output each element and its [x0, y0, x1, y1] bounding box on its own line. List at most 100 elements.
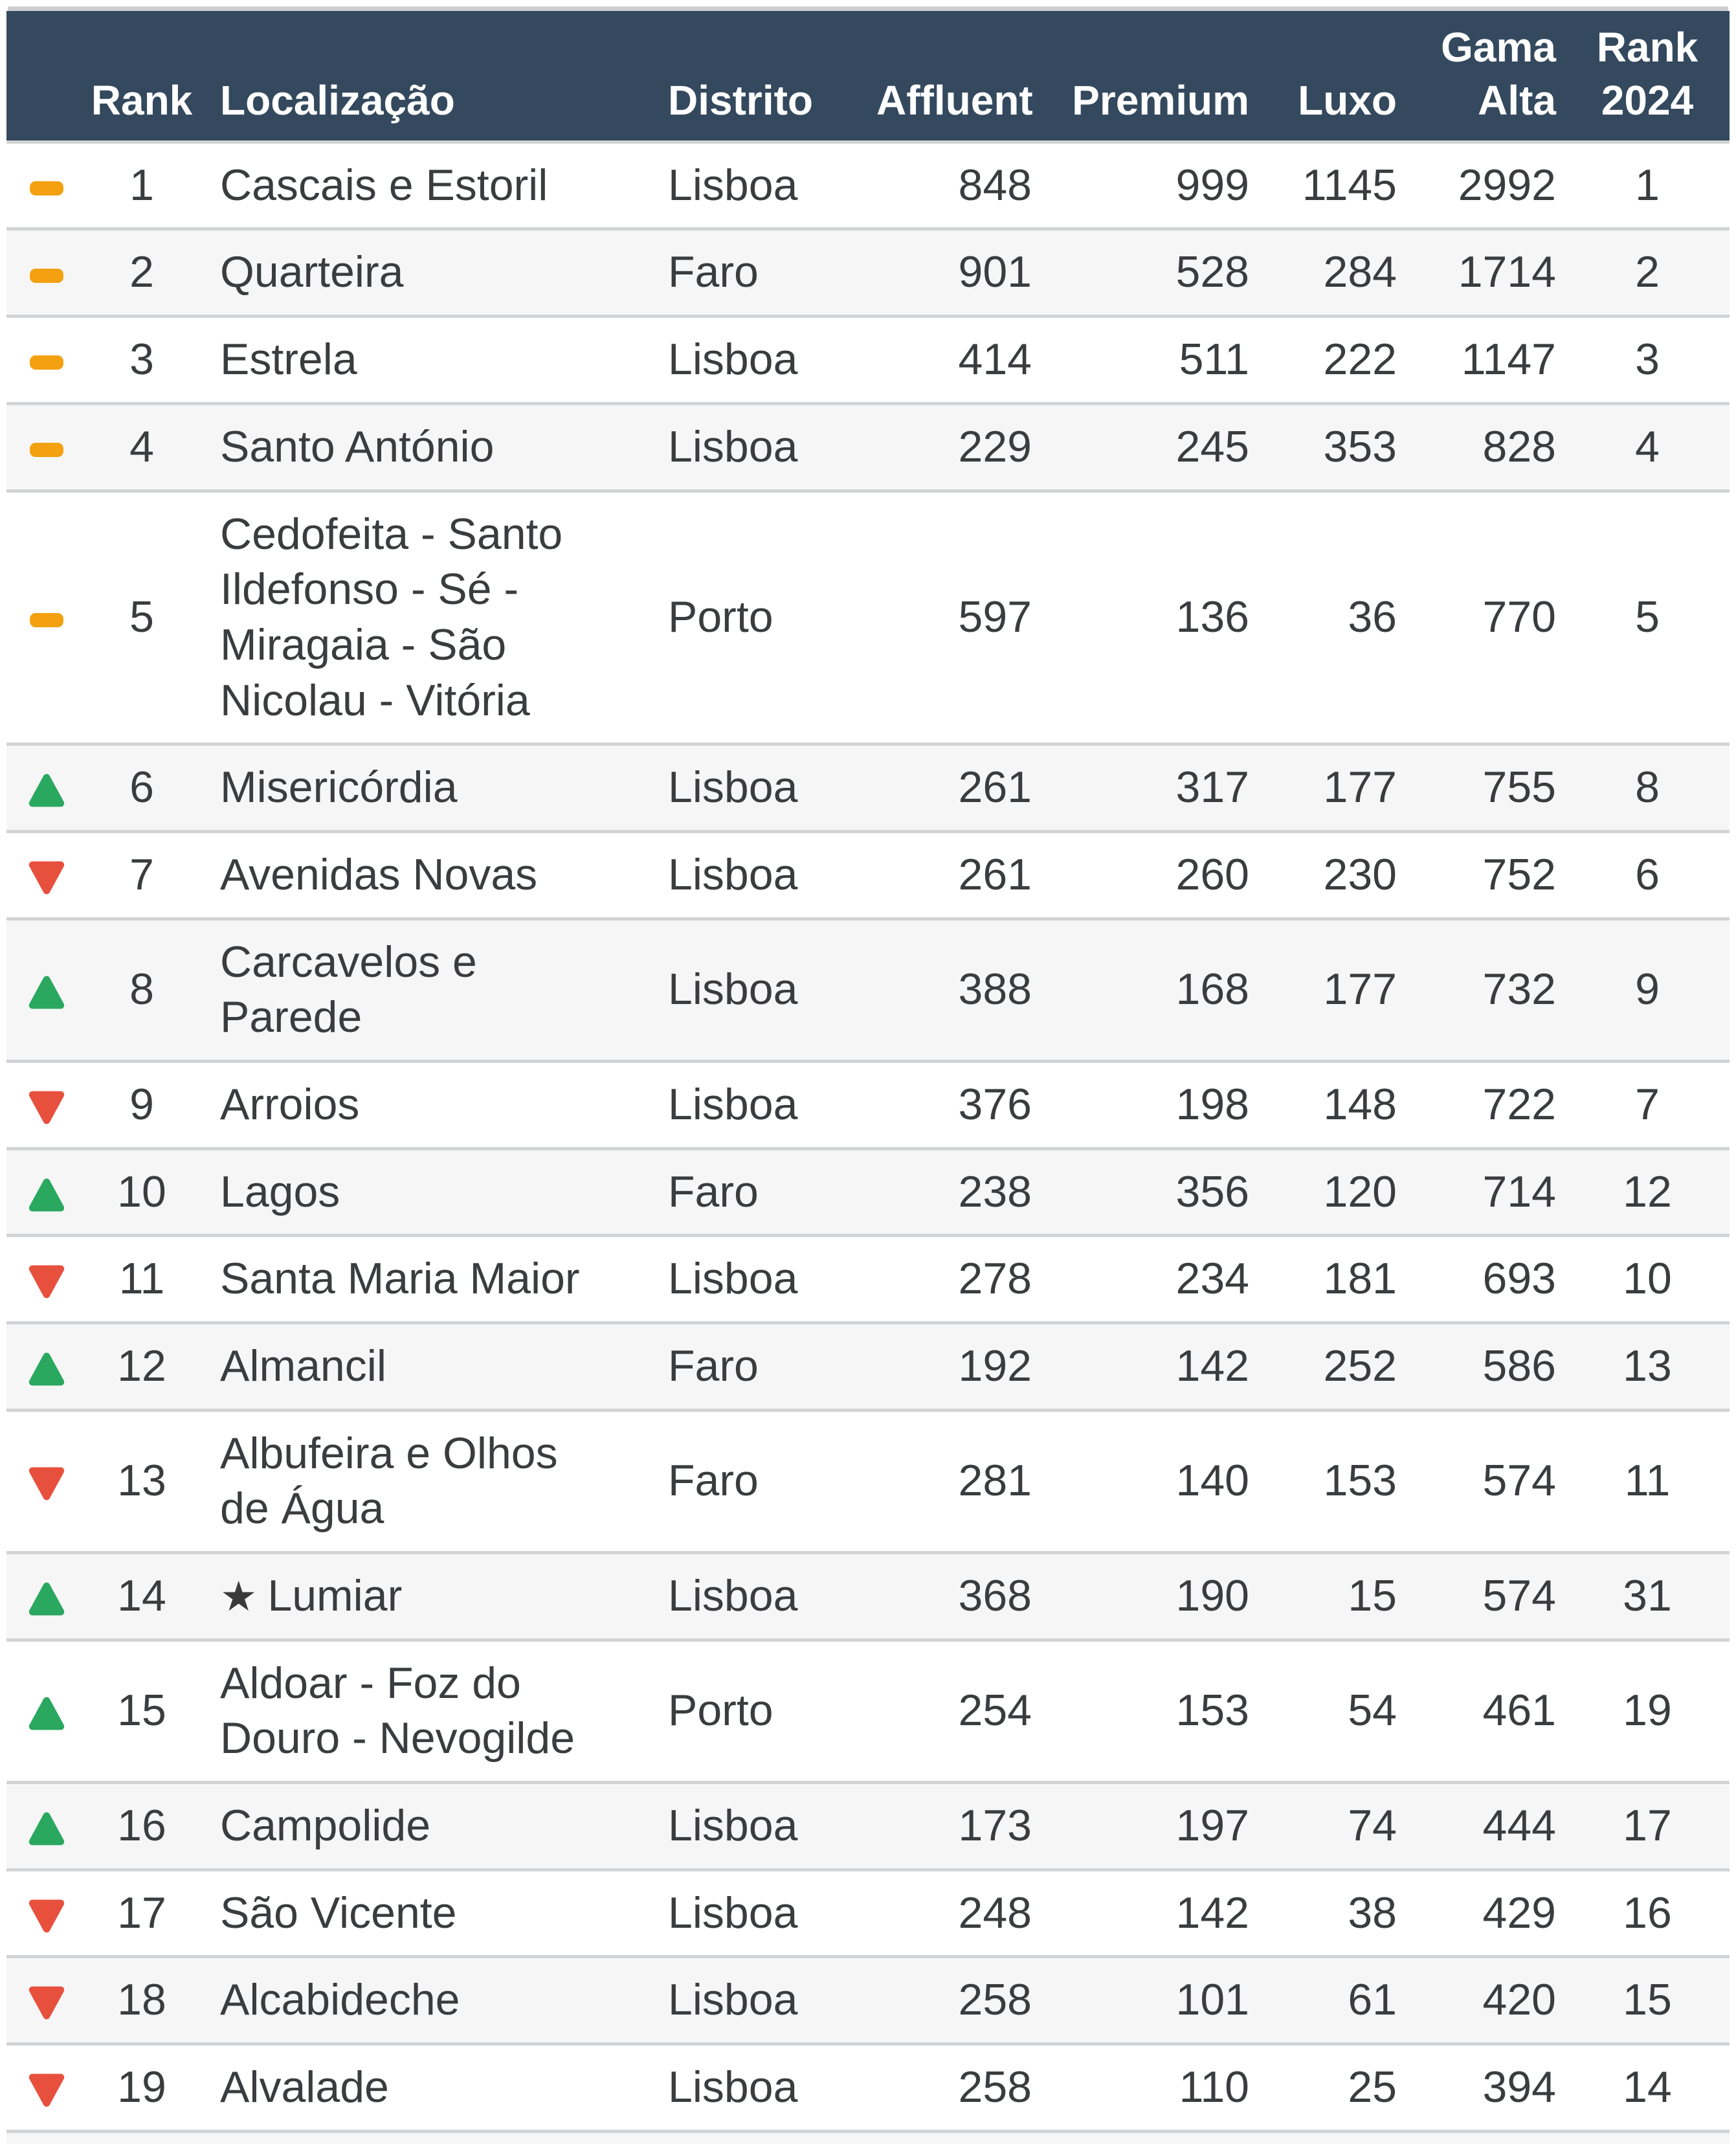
trend-cell [6, 1410, 87, 1552]
rank-2024-cell: 11 [1624, 1456, 1671, 1506]
distrito-cell: Lisboa [668, 160, 798, 210]
table-row: 6 Misericórdia Lisboa 261 317 177 755 8 [6, 744, 1730, 832]
localizacao-label: Alvalade [220, 2062, 389, 2112]
distrito-cell: Faro [668, 1341, 759, 1390]
luxo-cell: 36 [1348, 592, 1397, 642]
localizacao-label: Almancil [220, 1341, 386, 1390]
localizacao-label: Cedofeita - Santo Ildefonso - Sé - Mirag… [220, 509, 563, 725]
premium-cell: 999 [1175, 160, 1249, 210]
luxo-cell: 153 [1323, 1456, 1397, 1506]
rank-2024-cell: 19 [1623, 1686, 1672, 1736]
affluent-cell: 376 [958, 1079, 1032, 1129]
ranking-table: Rank Localização Distrito Affluent Premi… [6, 11, 1730, 2144]
rank-2024-cell: 10 [1623, 1254, 1672, 1304]
triangle-up-icon [28, 1582, 65, 1616]
rank-cell: 3 [129, 335, 154, 385]
distrito-cell: Lisboa [668, 1975, 798, 2025]
table-row: 10 Lagos Faro 238 356 120 714 12 [6, 1148, 1730, 1236]
rank-cell: 4 [129, 421, 154, 471]
distrito-cell: Lisboa [668, 849, 798, 899]
distrito-cell: Lisboa [668, 1800, 798, 1850]
dash-icon [30, 181, 63, 195]
header-affluent: Affluent [876, 11, 1037, 142]
rank-cell: 20 [87, 2131, 197, 2144]
localizacao-cell: Arroios [197, 1061, 650, 1148]
table-row: 13 Albufeira e Olhos de Água Faro 281 140 153… [6, 1410, 1730, 1553]
header-localizacao: Localização [197, 11, 650, 142]
trend-cell [6, 403, 87, 491]
top-spacer [0, 0, 1736, 6]
premium-cell: 528 [1175, 247, 1249, 297]
localizacao-cell: Santa Maria Maior [197, 1236, 650, 1323]
trend-cell [6, 229, 87, 317]
rank-cell: 12 [117, 1341, 166, 1390]
gama-alta-cell: 770 [1482, 592, 1556, 642]
localizacao-cell: Quarteira [197, 229, 650, 317]
distrito-cell: Lisboa [668, 2062, 798, 2112]
premium-cell: 234 [1175, 1254, 1249, 1304]
table-row: 17 São Vicente Lisboa 248 142 38 429 16 [6, 1870, 1730, 1957]
rank-2024-cell: 9 [1635, 965, 1660, 1014]
localizacao-cell: Albufeira e Olhos de Água [197, 1410, 650, 1552]
premium-cell: 110 [1179, 2062, 1249, 2112]
gama-alta-cell: 586 [1482, 1341, 1556, 1390]
localizacao-label: São Vicente [220, 1888, 457, 1937]
luxo-cell: 353 [1323, 421, 1397, 471]
premium-cell: 356 [1175, 1167, 1249, 1216]
dash-icon [30, 355, 63, 370]
rank-2024-cell: 31 [1623, 1570, 1672, 1620]
gama-alta-cell: 429 [1482, 1888, 1556, 1937]
affluent-cell: 192 [958, 1341, 1032, 1390]
gama-alta-cell: 420 [1482, 1975, 1556, 2025]
localizacao-cell: Misericórdia [197, 744, 650, 832]
dash-icon [30, 442, 63, 457]
rank-cell: 11 [118, 1254, 165, 1304]
affluent-cell: 261 [958, 849, 1032, 899]
distrito-cell: Lisboa [668, 1079, 798, 1129]
table-row: 8 Carcavelos e Parede Lisboa 388 168 177 732 9 [6, 919, 1730, 1062]
localizacao-cell: Avenidas Novas [197, 831, 650, 919]
trend-cell [6, 1782, 87, 1870]
triangle-down-icon [28, 2073, 65, 2107]
gama-alta-cell: 461 [1482, 1686, 1556, 1736]
dash-icon [30, 613, 63, 628]
trend-cell [6, 1061, 87, 1148]
gama-alta-cell: 444 [1482, 1800, 1556, 1850]
affluent-cell: 258 [958, 2062, 1032, 2112]
localizacao-cell: Santo António [197, 403, 650, 491]
luxo-cell: 222 [1323, 335, 1397, 385]
triangle-down-icon [28, 861, 65, 895]
trend-cell [6, 491, 87, 744]
header-rank: Rank [87, 11, 197, 142]
rank-cell: 6 [129, 763, 154, 812]
table-row: 18 Alcabideche Lisboa 258 101 61 420 15 [6, 1956, 1730, 2044]
rank-2024-cell: 5 [1635, 592, 1660, 642]
luxo-cell: 25 [1348, 2062, 1397, 2112]
table-row: 15 Aldoar - Foz do Douro - Nevogilde Porto… [6, 1640, 1730, 1783]
rank-cell: 10 [117, 1167, 166, 1216]
distrito-cell: Lisboa [650, 2131, 876, 2144]
header-trend [6, 11, 87, 142]
rank-2024-cell: 16 [1623, 1888, 1672, 1937]
rank-cell: 14 [117, 1570, 166, 1620]
distrito-cell: Lisboa [668, 335, 798, 385]
localizacao-label: Albufeira e Olhos de Água [220, 1428, 558, 1534]
gama-alta-cell: 714 [1482, 1167, 1556, 1216]
header-row: Rank Localização Distrito Affluent Premi… [6, 11, 1730, 142]
table-row: 4 Santo António Lisboa 229 245 353 828 4 [6, 403, 1730, 491]
affluent-cell: 261 [958, 763, 1032, 812]
distrito-cell: Lisboa [668, 1888, 798, 1937]
trend-cell [6, 1870, 87, 1957]
trend-cell [6, 2044, 87, 2131]
luxo-cell: 284 [1323, 247, 1397, 297]
trend-cell [6, 142, 87, 229]
trend-cell [6, 1236, 87, 1323]
trend-cell [6, 1323, 87, 1410]
rank-cell: 15 [117, 1686, 166, 1736]
rank-cell: 5 [129, 592, 154, 642]
rank-2024-cell: 3 [1635, 335, 1660, 385]
rank-2024-cell: 6 [1635, 849, 1660, 899]
localizacao-label: Carcavelos e Parede [220, 937, 477, 1042]
table-row: 14 ★ Lumiar Lisboa 368 190 15 574 31 [6, 1552, 1730, 1640]
localizacao-label: Estrela [220, 335, 357, 385]
